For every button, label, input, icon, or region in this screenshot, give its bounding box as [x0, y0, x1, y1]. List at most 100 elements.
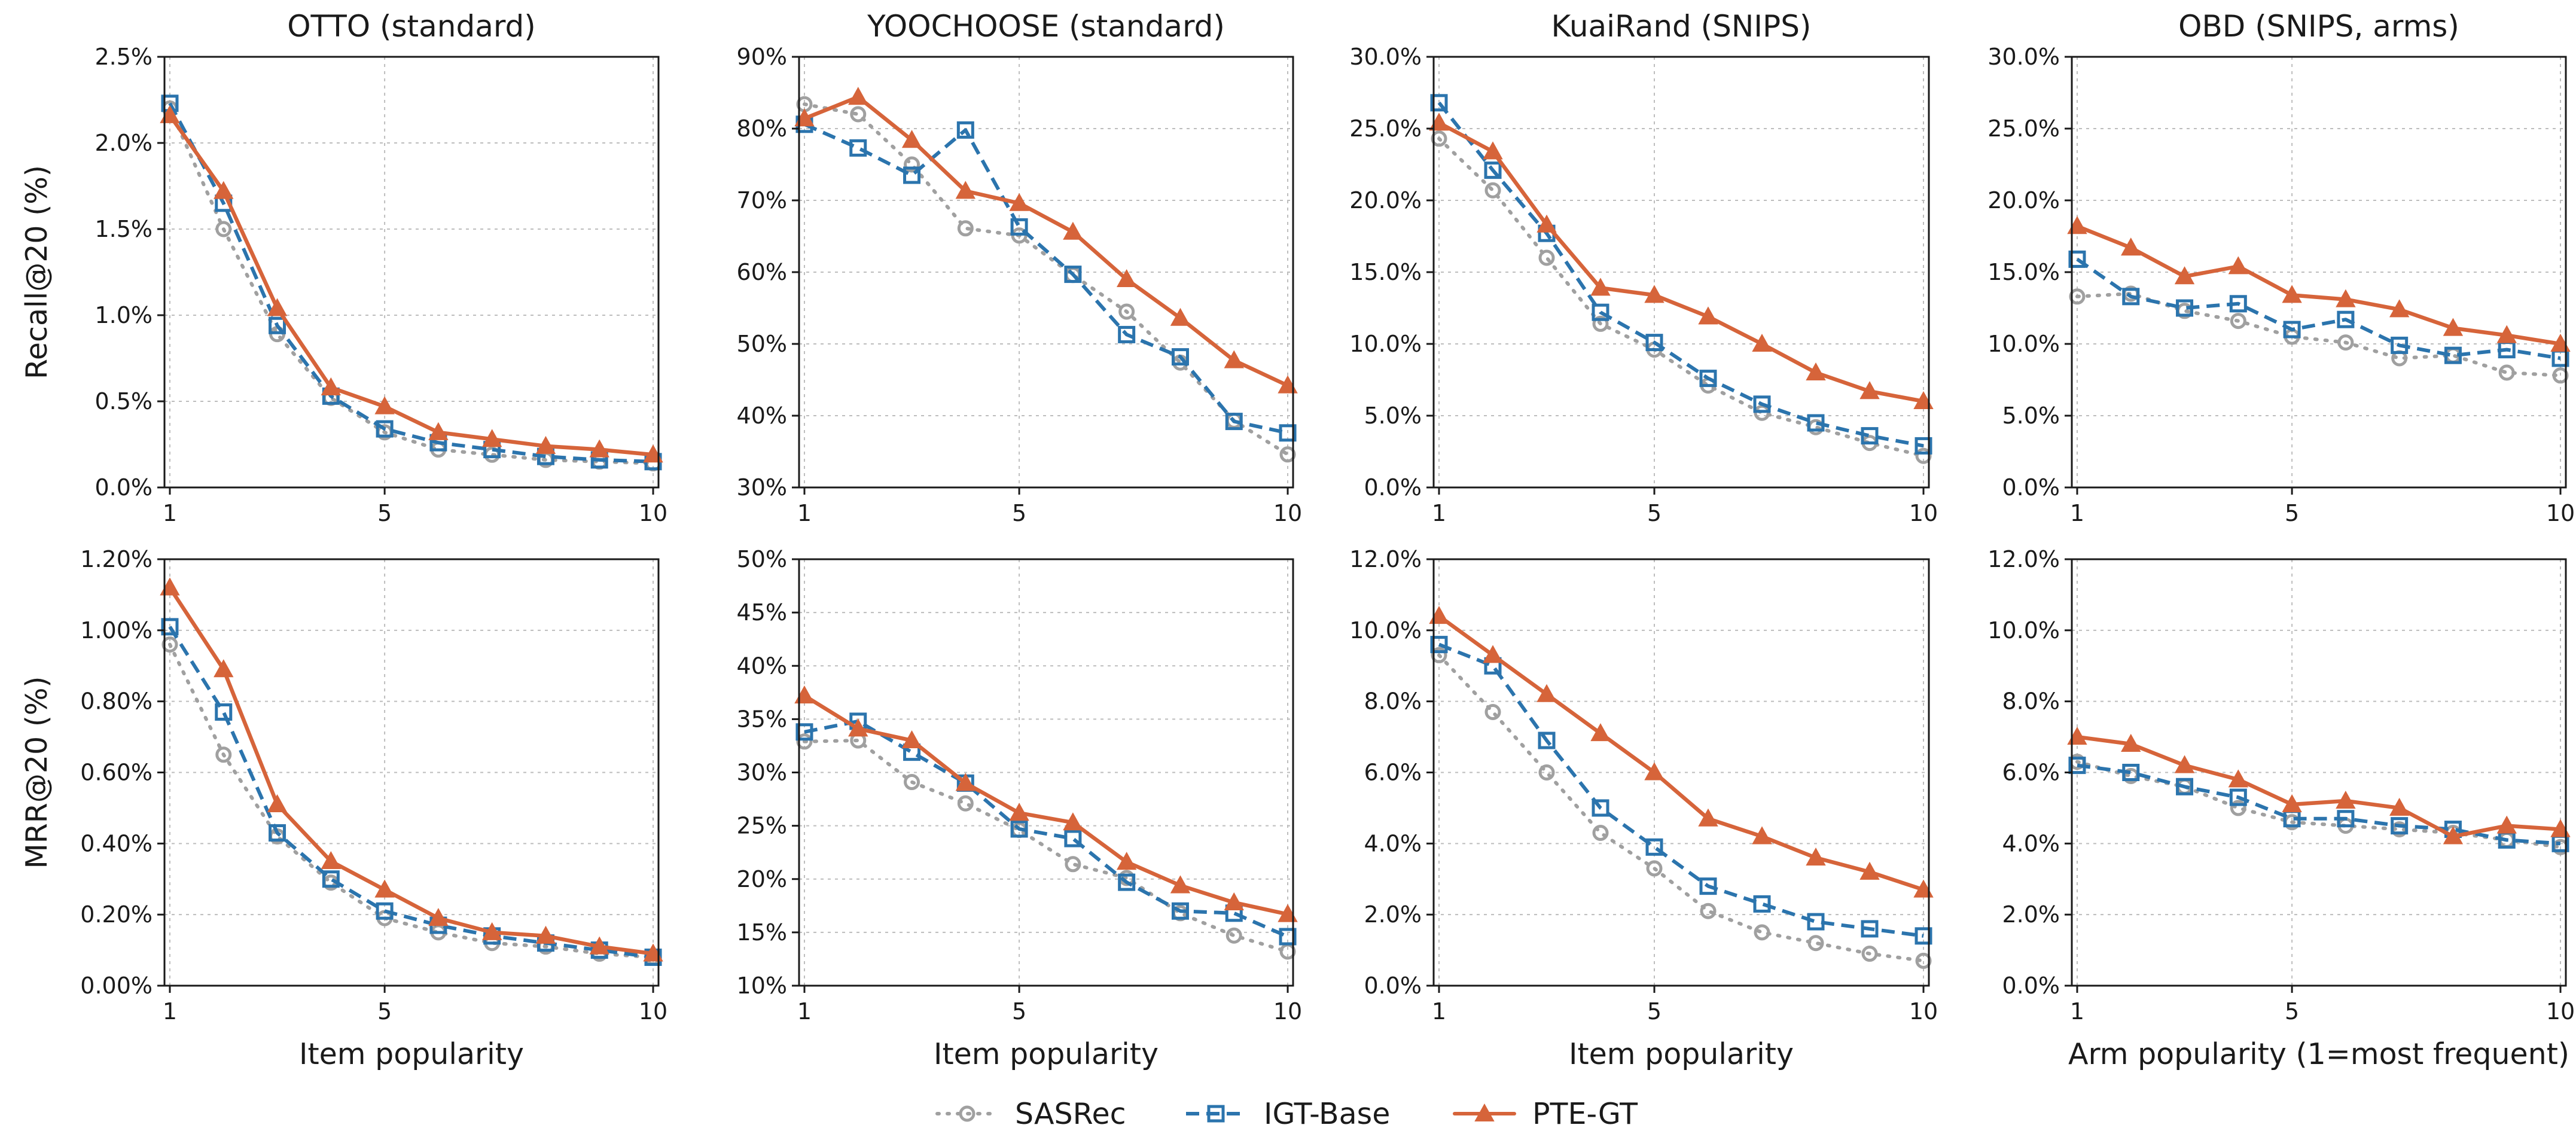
panel-title: OBD (SNIPS, arms) — [2178, 9, 2459, 44]
y-tick-label: 30% — [737, 474, 787, 501]
y-tick-label: 0.40% — [80, 830, 153, 856]
data-point — [2230, 313, 2246, 330]
data-point — [589, 936, 609, 955]
x-tick-label: 1 — [1432, 500, 1446, 526]
data-point — [1645, 838, 1663, 856]
series-igt-base — [1430, 94, 1932, 455]
y-tick-label: 10% — [737, 973, 787, 999]
data-point — [1009, 803, 1029, 821]
y-tick-label: 0.0% — [2002, 973, 2060, 999]
data-point — [2552, 367, 2569, 384]
data-point — [215, 746, 232, 763]
x-tick-label: 1 — [163, 500, 177, 526]
series-sasrec — [161, 100, 661, 472]
series-line-pte-gt — [1437, 121, 1926, 404]
data-point — [957, 795, 974, 812]
data-point — [1861, 946, 1878, 962]
x-tick-label: 5 — [1012, 998, 1026, 1025]
legend-item-sasrec: SASRec — [935, 1097, 1126, 1131]
data-point — [376, 420, 394, 438]
data-point — [535, 925, 556, 944]
data-point — [1592, 799, 1609, 817]
data-point — [2496, 815, 2517, 834]
x-tick-label: 5 — [377, 998, 392, 1025]
y-tick-label: 70% — [737, 187, 787, 214]
y-tick-label: 6.0% — [2002, 760, 2060, 786]
x-tick-label: 5 — [1012, 500, 1026, 526]
x-axis-label: Item popularity — [934, 1037, 1159, 1071]
y-tick-label: 10.0% — [1349, 331, 1422, 357]
y-tick-label: 30.0% — [1987, 44, 2060, 70]
data-point — [2229, 295, 2247, 313]
series-line-sasrec — [802, 102, 1290, 456]
series-igt-base — [795, 712, 1297, 946]
series-line-sasrec — [167, 106, 656, 465]
data-point — [1752, 333, 1772, 352]
x-tick-label: 10 — [1909, 998, 1938, 1025]
x-axis-label: Arm popularity (1=most frequent) — [2068, 1037, 2569, 1071]
y-tick-label: 8.0% — [2002, 688, 2060, 715]
data-point — [1483, 141, 1503, 160]
x-tick-label: 10 — [639, 998, 667, 1025]
data-point — [1807, 935, 1824, 952]
legend: SASRec IGT-Base PTE-GT — [935, 1097, 1638, 1131]
y-tick-label: 1.20% — [80, 546, 153, 572]
data-point — [1430, 94, 1448, 112]
data-point — [795, 723, 813, 741]
y-tick-label: 2.0% — [2002, 901, 2060, 928]
data-point — [2444, 346, 2462, 364]
data-point — [1116, 269, 1137, 287]
y-tick-label: 0.60% — [80, 760, 153, 786]
y-tick-label: 0.80% — [80, 688, 153, 715]
series-line-pte-gt — [2075, 224, 2563, 346]
y-tick-label: 0.00% — [80, 973, 153, 999]
data-point — [1171, 348, 1189, 366]
data-point — [901, 130, 922, 148]
data-point — [1279, 446, 1296, 463]
data-point — [794, 685, 815, 704]
y-tick-label: 4.0% — [1364, 830, 1422, 856]
data-point — [1806, 362, 1826, 380]
data-point — [1538, 249, 1555, 266]
series-line-igt-base — [804, 719, 1289, 938]
data-point — [903, 166, 921, 184]
series-igt-base — [2068, 250, 2569, 367]
x-tick-label: 1 — [797, 998, 812, 1025]
x-tick-label: 10 — [1273, 998, 1302, 1025]
data-point — [1063, 221, 1083, 240]
data-point — [2336, 289, 2356, 307]
data-point — [850, 106, 867, 123]
data-point — [848, 87, 868, 105]
data-point — [1645, 334, 1663, 352]
y-tick-label: 30% — [737, 760, 787, 786]
series-line-sasrec — [1437, 653, 1925, 963]
x-axis-label: Item popularity — [1569, 1037, 1794, 1071]
data-point — [1010, 218, 1028, 236]
series-line-pte-gt — [167, 113, 656, 457]
data-point — [2176, 299, 2194, 317]
data-point — [1225, 927, 1242, 944]
data-point — [2337, 810, 2355, 828]
y-tick-label: 0.0% — [94, 474, 153, 501]
y-tick-label: 30.0% — [1349, 44, 1422, 70]
data-point — [2443, 826, 2464, 845]
series-line-igt-base — [168, 626, 654, 959]
data-point — [2230, 800, 2246, 816]
y-tick-label: 25.0% — [1349, 115, 1422, 142]
data-point — [2122, 288, 2140, 306]
y-tick-label: 25% — [737, 813, 787, 839]
panel-3: 0.0% 5.0% 10.0% 15.0% 20.0% 25.0% 30.0% 1 5 10 Kua… — [1349, 9, 1938, 526]
series-igt-base — [161, 95, 662, 471]
data-point — [1279, 928, 1297, 946]
x-tick-label: 10 — [2546, 998, 2575, 1025]
data-point — [901, 730, 922, 749]
x-tick-label: 10 — [2546, 500, 2575, 526]
x-tick-label: 10 — [1909, 500, 1938, 526]
data-point — [1170, 875, 1191, 894]
panel-title: OTTO (standard) — [287, 9, 536, 44]
series-igt-base — [2068, 757, 2569, 852]
legend-label: IGT-Base — [1264, 1097, 1390, 1131]
data-point — [1644, 762, 1665, 781]
panel-6: 10% 15% 20% 25% 30% 35% 40% 45% 50% 1 5 10 Item popu… — [737, 546, 1303, 1071]
data-point — [267, 298, 288, 316]
